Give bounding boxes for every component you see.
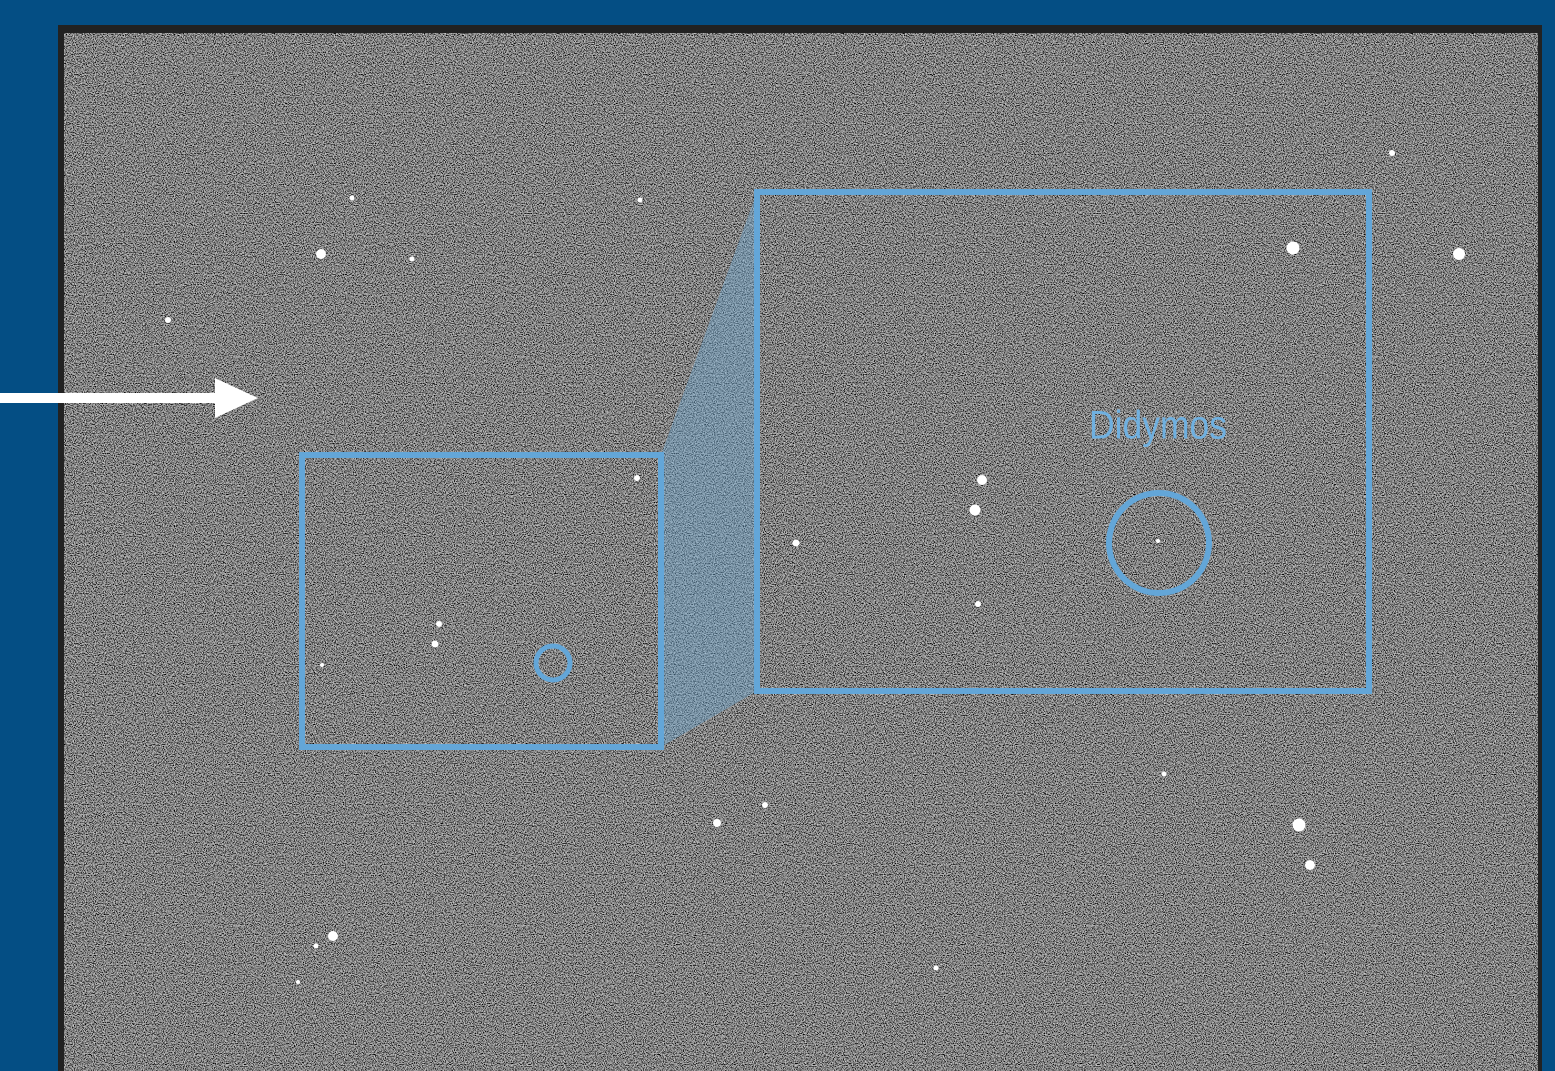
page: {"annotation": {"label": "Didymos"}} xyxy=(0,0,1555,1071)
star xyxy=(1156,539,1160,543)
star xyxy=(1293,819,1306,832)
star xyxy=(713,819,721,827)
star xyxy=(975,601,981,607)
star xyxy=(1453,248,1465,260)
star xyxy=(350,196,355,201)
star xyxy=(634,475,640,481)
arrow-shaft xyxy=(0,393,220,403)
star xyxy=(320,663,324,667)
screenshot: Didymos xyxy=(0,0,1555,1071)
star xyxy=(1389,150,1395,156)
star xyxy=(793,540,800,547)
star xyxy=(410,257,415,262)
target-label: Didymos xyxy=(1089,404,1227,448)
star xyxy=(436,621,442,627)
star xyxy=(316,249,326,259)
star xyxy=(934,966,939,971)
star xyxy=(762,802,768,808)
star xyxy=(314,944,319,949)
star xyxy=(165,317,171,323)
star xyxy=(432,641,439,648)
star-field xyxy=(64,33,1538,1071)
star xyxy=(296,980,300,984)
star xyxy=(1287,242,1300,255)
star xyxy=(977,475,987,485)
star xyxy=(970,505,981,516)
star xyxy=(1162,772,1167,777)
star xyxy=(1305,860,1315,870)
star xyxy=(328,931,338,941)
star xyxy=(638,198,643,203)
